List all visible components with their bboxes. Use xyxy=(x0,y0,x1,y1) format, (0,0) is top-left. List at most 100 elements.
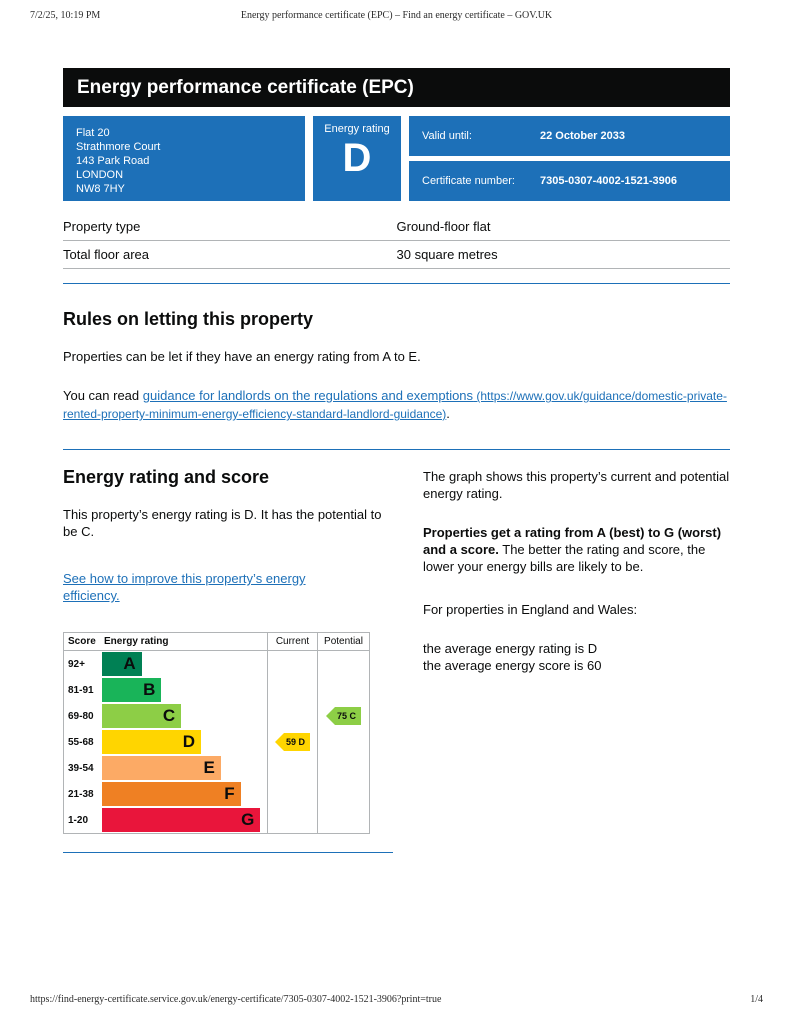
epc-band-row-g: 1-20 G xyxy=(64,807,369,833)
current-cell xyxy=(267,781,317,807)
epc-band-row-d: 55-68 D 59 D xyxy=(64,729,369,755)
valid-until-value: 22 October 2033 xyxy=(540,130,625,142)
rating-score-heading: Energy rating and score xyxy=(63,467,270,487)
current-rating-tag: 59 D xyxy=(274,733,310,751)
print-page-indicator: 1/4 xyxy=(750,994,763,1005)
potential-cell xyxy=(317,677,369,703)
band-letter: B xyxy=(143,680,156,699)
score-column-header: Score xyxy=(68,636,96,647)
band-score: 92+ xyxy=(68,658,85,670)
improve-efficiency-link[interactable]: See how to improve this property’s energ… xyxy=(63,571,306,603)
section-divider xyxy=(63,449,730,450)
epc-band-row-a: 92+ A xyxy=(64,651,369,677)
rating-column-header: Energy rating xyxy=(104,636,169,647)
potential-rating-tag: 75 C xyxy=(325,707,361,725)
band-bar-b: B xyxy=(102,678,162,702)
current-cell: 59 D xyxy=(267,729,317,755)
energy-rating-box: Energy rating D xyxy=(313,116,401,201)
table-row: Total floor area 30 square metres xyxy=(63,241,730,269)
epc-summary-panel: Flat 20 Strathmore Court 143 Park Road L… xyxy=(63,116,730,201)
landlord-guidance-url-link[interactable]: (https://www.gov.uk/guidance/domestic-pr… xyxy=(63,389,727,421)
rating-section: Energy rating and score This property’s … xyxy=(63,466,730,853)
table-row: Property type Ground-floor flat xyxy=(63,213,730,241)
section-divider xyxy=(63,283,730,284)
epc-band-row-b: 81-91 B xyxy=(64,677,369,703)
potential-cell xyxy=(317,755,369,781)
graph-explainer-paragraph: The graph shows this property’s current … xyxy=(423,469,730,501)
current-cell xyxy=(267,703,317,729)
property-details-table: Property type Ground-floor flat Total fl… xyxy=(63,213,730,269)
epc-banner-title: Energy performance certificate (EPC) xyxy=(63,68,730,107)
valid-until-box: Valid until: 22 October 2033 xyxy=(409,116,730,156)
certificate-number-label: Certificate number: xyxy=(422,175,515,187)
band-bar-g: G xyxy=(102,808,261,832)
certificate-number-box: Certificate number: 7305-0307-4002-1521-… xyxy=(409,161,730,201)
guidance-text-suffix: . xyxy=(446,406,450,421)
potential-cell xyxy=(317,729,369,755)
print-url: https://find-energy-certificate.service.… xyxy=(30,994,442,1005)
band-score: 69-80 xyxy=(68,710,94,722)
letting-rules-heading: Rules on letting this property xyxy=(63,309,314,329)
epc-band-row-e: 39-54 E xyxy=(64,755,369,781)
band-bar-c: C xyxy=(102,704,182,728)
band-score: 39-54 xyxy=(68,762,94,774)
chart-header-row: Score Energy rating Current Potential xyxy=(64,633,369,651)
band-bar-a: A xyxy=(102,652,142,676)
valid-until-label: Valid until: xyxy=(422,130,472,142)
average-score-line: the average energy score is 60 xyxy=(423,658,602,673)
band-bar-e: E xyxy=(102,756,221,780)
property-type-label: Property type xyxy=(63,219,141,234)
epc-band-row-f: 21-38 F xyxy=(64,781,369,807)
band-letter: F xyxy=(224,784,235,803)
guidance-text-prefix: You can read xyxy=(63,388,143,403)
certificate-info-stack: Valid until: 22 October 2033 Certificate… xyxy=(409,116,730,201)
band-score: 81-91 xyxy=(68,684,94,696)
print-footer: https://find-energy-certificate.service.… xyxy=(0,994,793,1008)
epc-document: Energy performance certificate (EPC) Fla… xyxy=(63,68,730,853)
landlord-guidance-link[interactable]: guidance for landlords on the regulation… xyxy=(142,388,474,403)
band-letter: E xyxy=(203,758,215,777)
band-score: 21-38 xyxy=(68,788,94,800)
potential-cell xyxy=(317,781,369,807)
rating-scale-rest: The better the rating and score, the low… xyxy=(423,542,706,574)
property-address: Flat 20 Strathmore Court 143 Park Road L… xyxy=(63,116,305,201)
print-datetime: 7/2/25, 10:19 PM xyxy=(30,10,101,21)
potential-cell: 75 C xyxy=(317,703,369,729)
band-score: 1-20 xyxy=(68,814,89,826)
average-rating-line: the average energy rating is D xyxy=(423,641,598,656)
potential-cell xyxy=(317,651,369,677)
rating-summary-paragraph: This property’s energy rating is D. It h… xyxy=(63,507,382,539)
property-type-value: Ground-floor flat xyxy=(396,219,491,234)
current-cell xyxy=(267,677,317,703)
band-bar-d: D xyxy=(102,730,201,754)
band-score: 55-68 xyxy=(68,736,94,748)
epc-rating-chart: Score Energy rating Current Potential 92… xyxy=(63,632,370,834)
potential-cell xyxy=(317,807,369,833)
current-cell xyxy=(267,755,317,781)
current-cell xyxy=(267,651,317,677)
current-column-header: Current xyxy=(267,633,317,650)
band-bar-f: F xyxy=(102,782,241,806)
letting-guidance-paragraph: You can read guidance for landlords on t… xyxy=(63,387,730,423)
floor-area-value: 30 square metres xyxy=(396,247,498,262)
potential-column-header: Potential xyxy=(317,633,369,650)
print-header: 7/2/25, 10:19 PM Energy performance cert… xyxy=(0,10,793,24)
energy-rating-label: Energy rating xyxy=(324,123,390,135)
band-letter: C xyxy=(162,706,176,725)
rating-left-column: Energy rating and score This property’s … xyxy=(63,466,393,853)
band-letter: A xyxy=(123,654,136,673)
energy-rating-value: D xyxy=(342,136,372,180)
section-divider xyxy=(63,852,393,853)
current-cell xyxy=(267,807,317,833)
epc-band-row-c: 69-80 C 75 C xyxy=(64,703,369,729)
letting-rules-paragraph: Properties can be let if they have an en… xyxy=(63,349,421,364)
band-letter: G xyxy=(241,810,255,829)
certificate-number-value: 7305-0307-4002-1521-3906 xyxy=(540,175,678,187)
england-wales-paragraph: For properties in England and Wales: xyxy=(423,602,638,617)
rating-scale-paragraph: Properties get a rating from A (best) to… xyxy=(423,524,730,575)
floor-area-label: Total floor area xyxy=(63,247,149,262)
print-page-title: Energy performance certificate (EPC) – F… xyxy=(240,10,553,21)
band-letter: D xyxy=(182,732,195,751)
rating-right-column: The graph shows this property’s current … xyxy=(393,466,730,853)
rating-scale-bold: Properties get a rating from A (best) to… xyxy=(423,525,722,557)
